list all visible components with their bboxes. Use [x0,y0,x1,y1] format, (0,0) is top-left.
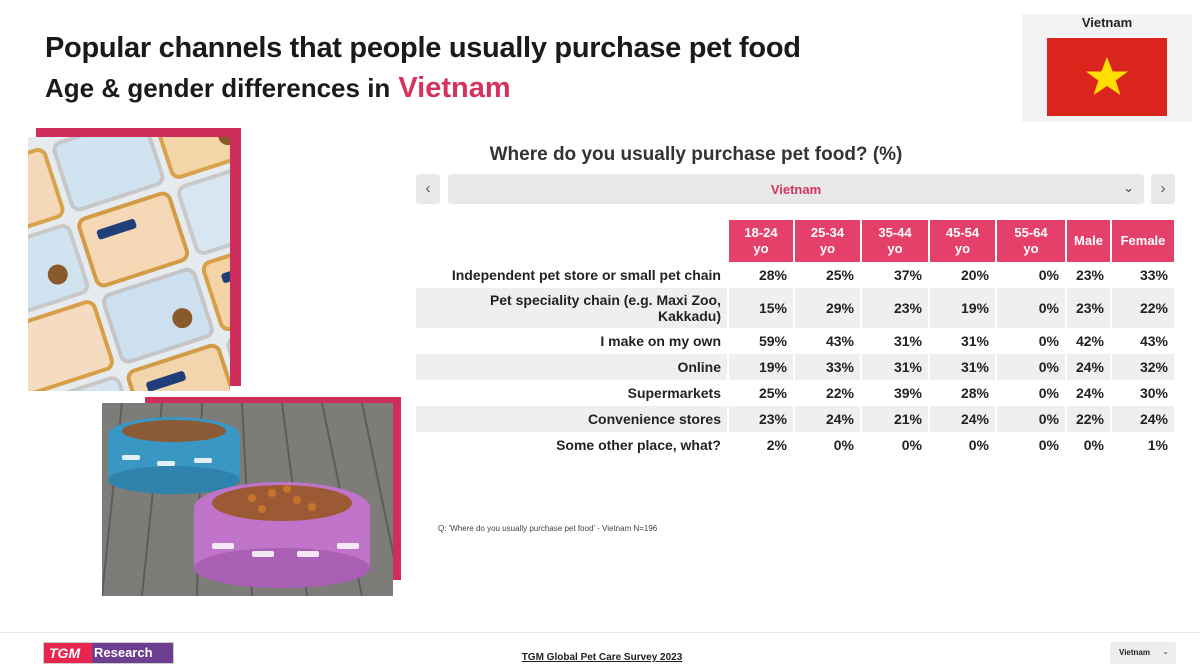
table-cell: 30% [1110,380,1174,406]
results-table: 18-24 yo 25-34 yo 35-44 yo 45-54 yo 55-64 yo … [416,220,1174,458]
table-cell: 0% [995,354,1066,380]
table-row: Some other place, what? 2% 0% 0% 0% 0% 0% 1% [416,432,1174,458]
table-cell: 31% [860,328,929,354]
column-header: Male [1065,220,1111,262]
logo-badge [44,643,92,663]
column-header: Female [1110,220,1174,262]
row-label: Pet speciality chain (e.g. Maxi Zoo, Kakk… [416,288,728,328]
chevron-down-icon: ⌄ [1123,180,1134,195]
flag-panel: Vietnam [1022,14,1192,122]
table-cell: 23% [860,288,929,328]
pet-food-bowls-image [102,403,393,596]
footer-country-select[interactable]: Vietnam ⌄ [1110,642,1176,664]
row-label: Online [416,354,728,380]
table-cell: 0% [1065,432,1111,458]
table-cell: 29% [793,288,861,328]
row-label: Supermarkets [627,385,721,401]
table-cell: 33% [1110,262,1174,288]
table-cell: 22% [793,380,861,406]
table-row: Independent pet store or small pet chain… [416,262,1174,288]
table-row: Online 19% 33% 31% 31% 0% 24% 32% [416,354,1174,380]
table-cell: 22% [1110,288,1174,328]
column-header: 55-64 yo [995,220,1066,262]
table-cell: 42% [1065,328,1111,354]
table-cell: 24% [1065,380,1111,406]
flag-label: Vietnam [1081,15,1133,30]
footer-divider [0,632,1200,633]
table-cell: 0% [995,406,1066,432]
table-cell: 37% [860,262,929,288]
tgm-research-logo[interactable]: TGM Research [43,642,174,664]
table-cell: 0% [995,288,1066,328]
row-label: Convenience stores [416,406,728,432]
table-cell: 21% [860,406,929,432]
table-cell: 59% [727,328,794,354]
column-header: 25-34 yo [793,220,861,262]
table-cell: 31% [928,328,996,354]
survey-link[interactable]: TGM Global Pet Care Survey 2023 [521,652,683,663]
table-cell: 43% [1110,328,1174,354]
page-title: Popular channels that people usually pur… [45,32,801,64]
table-cell: 43% [793,328,861,354]
vietnam-flag-icon [1047,38,1167,116]
table-cell: 23% [1065,262,1111,288]
table-cell: 31% [860,354,929,380]
table-cell: 0% [995,328,1066,354]
table-cell: 25% [793,262,861,288]
column-header: 18-24 yo [727,220,794,262]
subtitle-country: Vietnam [398,72,511,104]
table-cell: 23% [727,406,794,432]
table-cell: 0% [995,262,1066,288]
chevron-right-icon[interactable]: › [1151,174,1175,204]
table-cell: 2% [727,432,794,458]
table-row: Supermarkets 25% 22% 39% 28% 0% 24% 30% [416,380,1174,406]
table-cell: 24% [928,406,996,432]
table-cell: 0% [995,432,1066,458]
table-cell: 32% [1110,354,1174,380]
table-row: Pet speciality chain (e.g. Maxi Zoo, Kakk… [416,288,1174,328]
row-label: Independent pet store or small pet chain [451,267,721,283]
table-row: Convenience stores 23% 24% 21% 24% 0% 22% 24% [416,406,1174,432]
select-value: Vietnam [1119,648,1150,657]
column-header: 35-44 yo [860,220,929,262]
table-row: I make on my own 59% 43% 31% 31% 0% 42% 43% [416,328,1174,354]
question-title: Where do you usually purchase pet food? … [489,144,903,165]
table-cell: 20% [928,262,996,288]
table-header-row: 18-24 yo 25-34 yo 35-44 yo 45-54 yo 55-64 yo … [416,220,1174,262]
table-cell: 28% [928,380,996,406]
logo-text: TGM [49,645,81,661]
table-cell: 22% [1065,406,1111,432]
table-cell: 15% [727,288,794,328]
logo-text: Research [94,645,153,660]
table-cell: 33% [793,354,861,380]
header-spacer [416,220,728,262]
table-cell: 19% [727,354,794,380]
table-cell: 23% [1065,288,1111,328]
table-cell: 24% [793,406,861,432]
table-cell: 19% [928,288,996,328]
country-dropdown[interactable]: Vietnam ⌄ [448,174,1144,204]
row-label: Some other place, what? [556,437,721,453]
table-cell: 25% [727,380,794,406]
subtitle-text: Age & gender differences in [45,73,391,103]
chevron-down-icon: ⌄ [1162,647,1169,656]
row-label: I make on my own [600,333,721,349]
table-cell: 31% [928,354,996,380]
table-cell: 28% [727,262,794,288]
column-header: 45-54 yo [928,220,996,262]
footnote: Q: 'Where do you usually purchase pet fo… [438,524,658,533]
table-cell: 24% [1065,354,1111,380]
pet-food-trays-image [28,137,230,391]
table-cell: 1% [1110,432,1174,458]
table-cell: 24% [1110,406,1174,432]
page-subtitle: Age & gender differences in Vietnam [45,72,511,105]
dropdown-value: Vietnam [770,182,822,197]
table-cell: 39% [860,380,929,406]
chevron-left-icon[interactable]: ‹ [416,174,440,204]
table-cell: 0% [860,432,929,458]
table-cell: 0% [928,432,996,458]
table-cell: 0% [793,432,861,458]
table-cell: 0% [995,380,1066,406]
